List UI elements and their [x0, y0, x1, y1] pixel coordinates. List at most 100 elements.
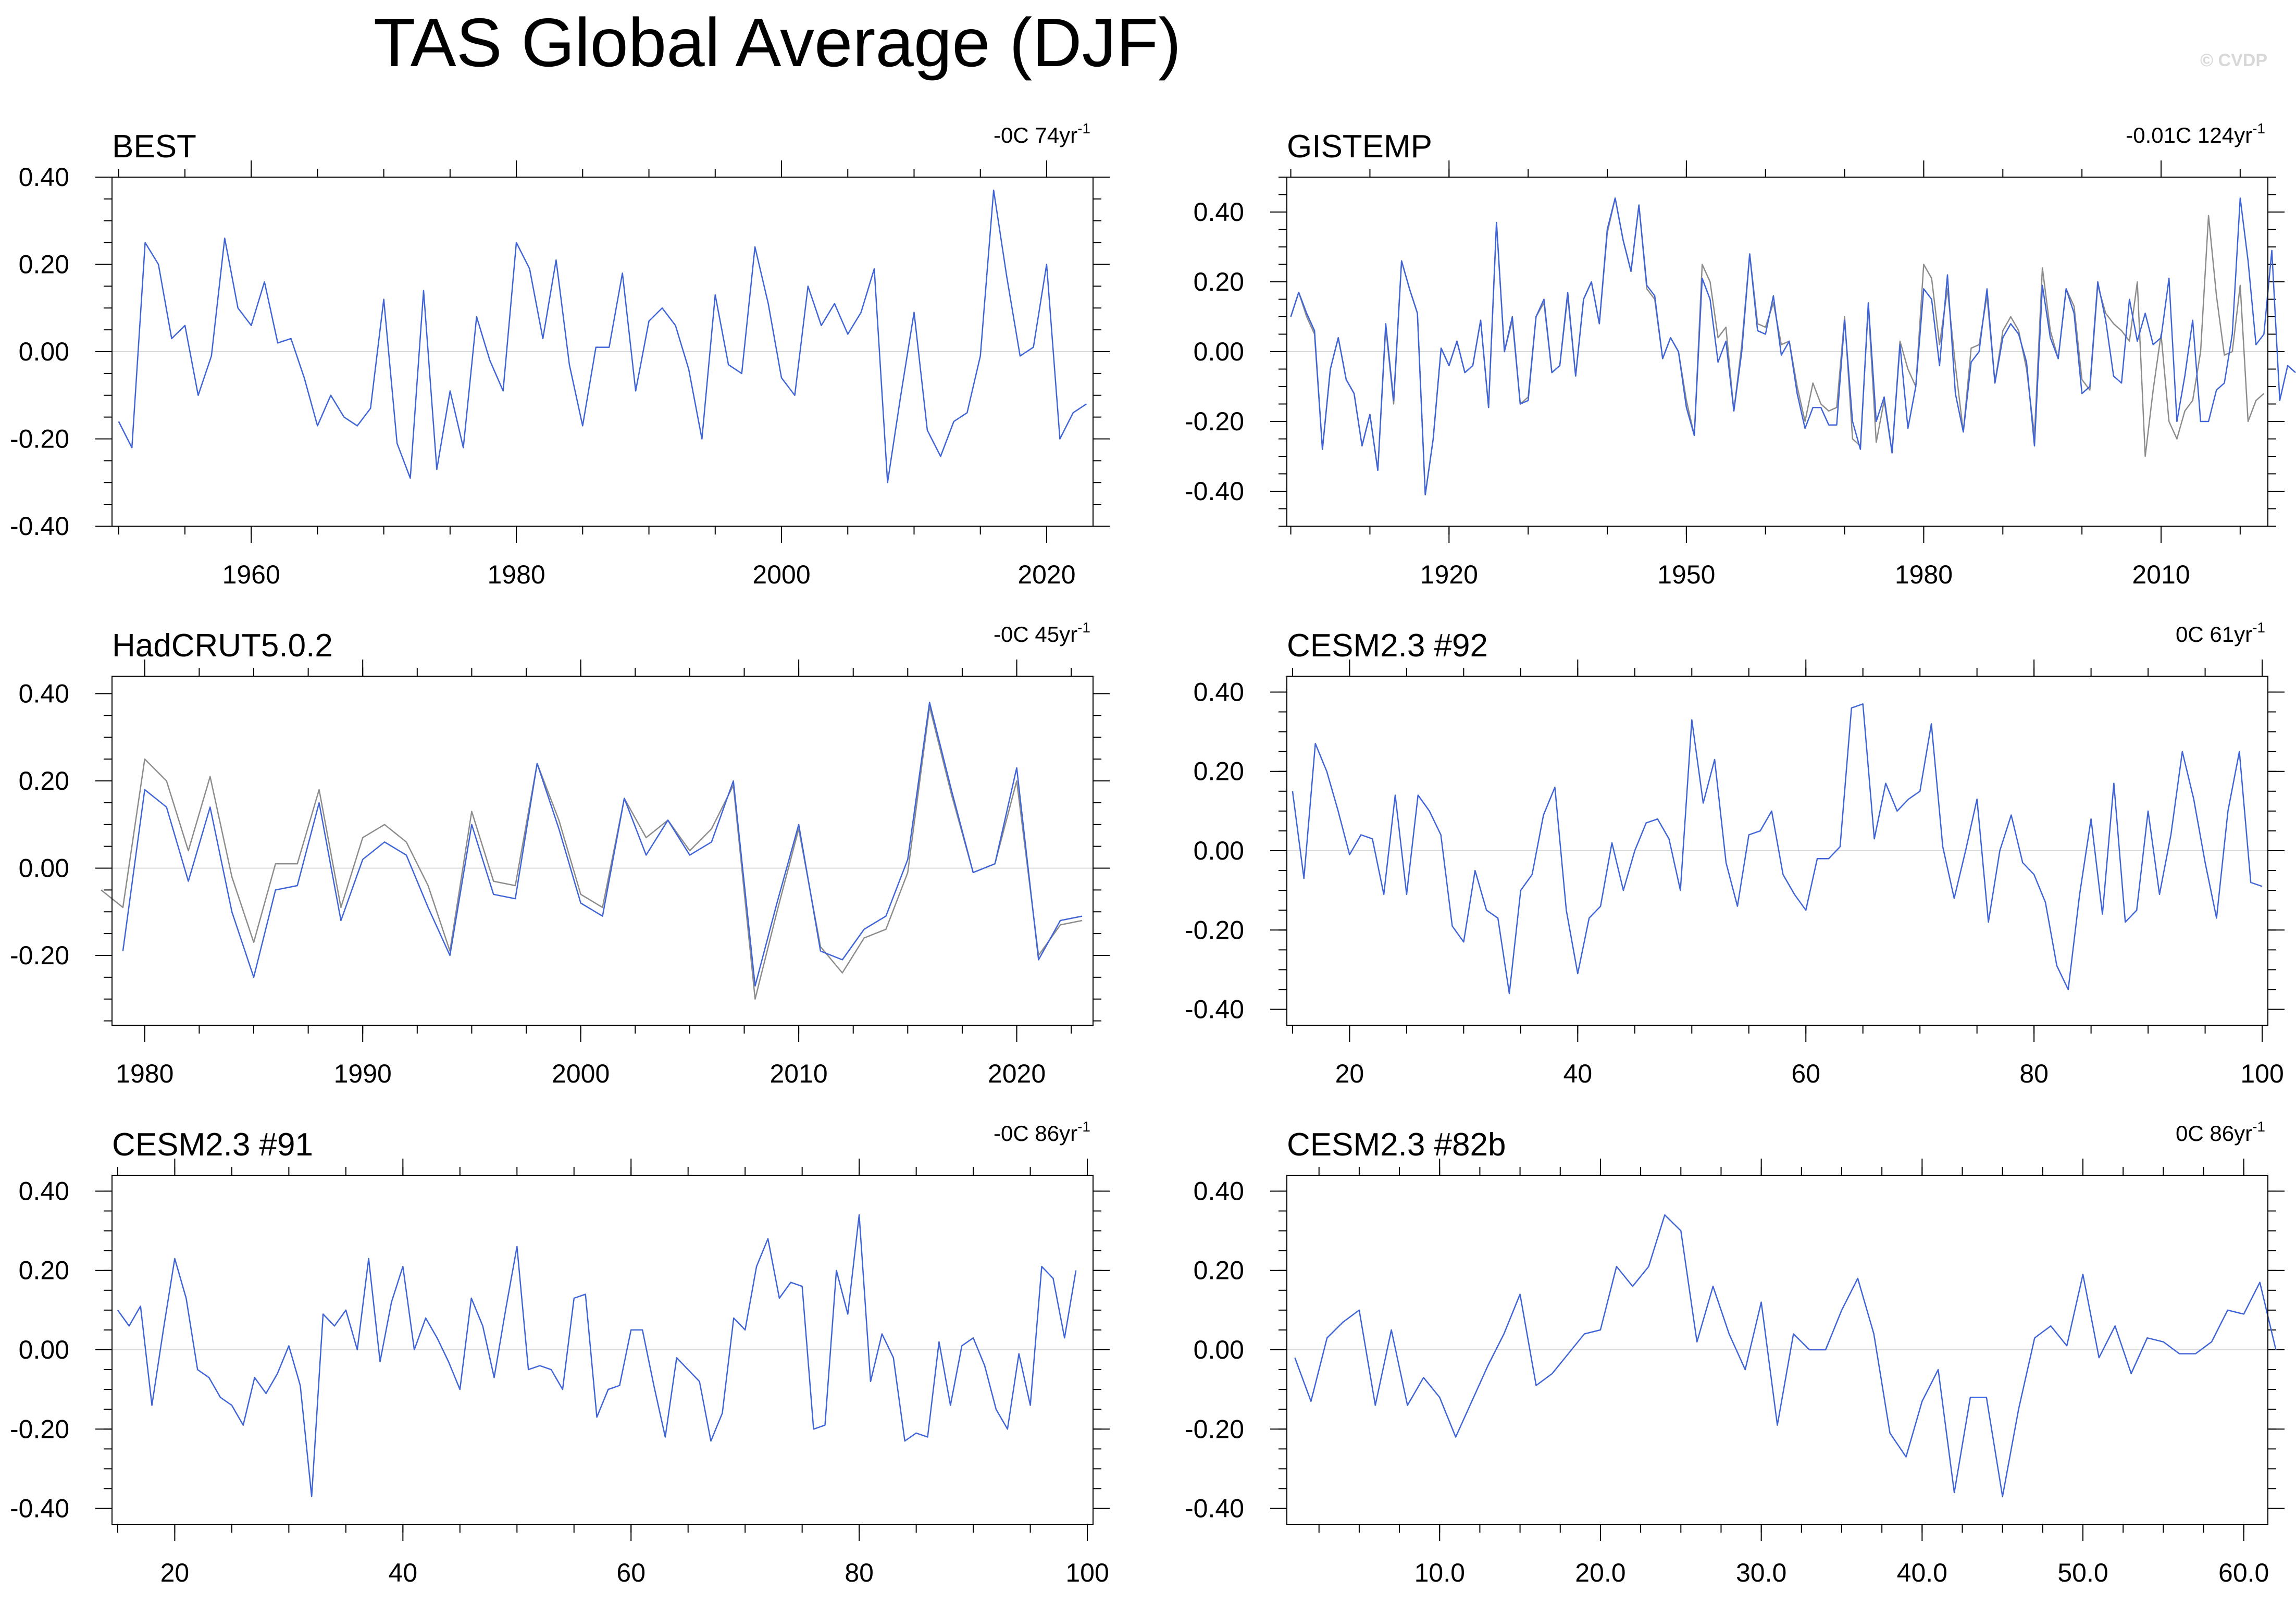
trend-value: 0C 61yr [2176, 622, 2252, 646]
x-tick-label: 50.0 [2057, 1558, 2108, 1587]
series-line [117, 1214, 1077, 1497]
x-tick-label: 30.0 [1736, 1558, 1786, 1587]
trend-value: 0C 86yr [2176, 1121, 2252, 1146]
chart-panel: HadCRUT5.0.2 -0C 45yr-1 0.40 0.20 0.00 -0.20 1… [10, 619, 1110, 1088]
trend-label: -0C 74yr-1 [994, 120, 1090, 147]
chart-panel: CESM2.3 #82b 0C 86yr-1 0.40 0.20 0.00 -0.20 -0… [1185, 1118, 2285, 1587]
trend-label: 0C 61yr-1 [2176, 619, 2265, 646]
y-tick-label: 0.00 [19, 854, 69, 883]
plot-frame [111, 676, 1094, 1026]
y-tick-label: 0.40 [19, 1176, 69, 1205]
trend-exponent: -1 [1077, 1118, 1090, 1135]
y-tick-label: 0.20 [1194, 757, 1244, 786]
series-line [1292, 703, 2263, 994]
x-tick-label: 1980 [487, 560, 545, 589]
y-tick-label: 0.00 [19, 337, 69, 366]
y-tick-label: -0.20 [1185, 407, 1244, 436]
watermark-text: © CVDP [2200, 51, 2267, 70]
trend-value: -0C 45yr [994, 622, 1077, 646]
chart-panel: GISTEMP -0.01C 124yr-1 0.40 0.20 0.00 -0.20 -0… [1185, 120, 2296, 589]
trend-label: 0C 86yr-1 [2176, 1118, 2265, 1146]
series-line [1290, 197, 2296, 495]
chart-panel: CESM2.3 #91 -0C 86yr-1 0.40 0.20 0.00 -0.20 -0… [10, 1118, 1110, 1587]
observation-series-line [101, 706, 1083, 1000]
x-tick-label: 2000 [552, 1059, 610, 1088]
y-tick-label: 0.00 [1194, 836, 1244, 865]
series-line [1294, 1214, 2277, 1497]
y-tick-label: -0.20 [10, 941, 69, 970]
y-tick-label: -0.20 [10, 1414, 69, 1444]
y-tick-label: -0.40 [10, 512, 69, 541]
y-tick-label: -0.20 [10, 425, 69, 454]
y-tick-label: 0.40 [19, 679, 69, 708]
y-tick-label: 0.20 [19, 766, 69, 795]
panel-title: HadCRUT5.0.2 [112, 628, 333, 664]
plot-frame [111, 1175, 1094, 1525]
y-tick-label: 0.20 [19, 250, 69, 279]
x-tick-label: 1920 [1420, 560, 1478, 589]
plot-frame [1286, 1175, 2268, 1525]
trend-value: -0C 86yr [994, 1121, 1077, 1146]
x-tick-label: 20 [160, 1558, 190, 1587]
x-tick-label: 40.0 [1897, 1558, 1947, 1587]
chart-panel: CESM2.3 #92 0C 61yr-1 0.40 0.20 0.00 -0.20 -0.… [1185, 619, 2285, 1088]
x-tick-label: 60 [1791, 1059, 1820, 1088]
y-tick-label: -0.40 [1185, 477, 1244, 506]
x-tick-label: 1990 [334, 1059, 392, 1088]
trend-exponent: -1 [2252, 619, 2265, 636]
x-tick-label: 100 [2240, 1059, 2283, 1088]
x-tick-label: 1960 [222, 560, 280, 589]
y-tick-label: 0.20 [19, 1256, 69, 1285]
trend-label: -0C 45yr-1 [994, 619, 1090, 646]
x-tick-label: 2020 [988, 1059, 1046, 1088]
x-tick-label: 2010 [2132, 560, 2190, 589]
figure-title: TAS Global Average (DJF) [374, 4, 1181, 81]
y-tick-label: -0.20 [1185, 1414, 1244, 1444]
y-tick-label: 0.20 [1194, 267, 1244, 296]
plot-frame [1286, 676, 2268, 1026]
x-tick-label: 80 [2019, 1059, 2049, 1088]
series-line [118, 189, 1087, 483]
x-tick-label: 2020 [1017, 560, 1075, 589]
chart-panel: BEST -0C 74yr-1 0.40 0.20 0.00 -0.20 -0.40 1960… [10, 120, 1110, 589]
x-tick-label: 60 [616, 1558, 646, 1587]
x-tick-label: 10.0 [1414, 1558, 1465, 1587]
y-tick-label: -0.40 [1185, 1494, 1244, 1523]
x-tick-label: 2010 [770, 1059, 827, 1088]
x-tick-label: 60.0 [2218, 1558, 2269, 1587]
panel-title: CESM2.3 #92 [1287, 628, 1488, 664]
trend-value: -0.01C 124yr [2126, 123, 2252, 147]
trend-exponent: -1 [1077, 120, 1090, 136]
x-tick-label: 1980 [116, 1059, 173, 1088]
plot-frame [1286, 177, 2268, 527]
trend-exponent: -1 [2252, 1118, 2265, 1135]
panel-title: BEST [112, 129, 196, 165]
y-tick-label: 0.40 [1194, 677, 1244, 706]
x-tick-label: 40 [389, 1558, 418, 1587]
series-line [122, 702, 1083, 987]
y-tick-label: 0.00 [19, 1335, 69, 1364]
trend-label: -0C 86yr-1 [994, 1118, 1090, 1146]
x-tick-label: 20.0 [1575, 1558, 1625, 1587]
y-tick-label: 0.20 [1194, 1256, 1244, 1285]
x-tick-label: 1950 [1657, 560, 1715, 589]
panel-title: CESM2.3 #91 [112, 1127, 313, 1163]
plot-frame [111, 177, 1094, 527]
x-tick-label: 1980 [1895, 560, 1953, 589]
trend-exponent: -1 [1077, 619, 1090, 636]
panel-title: GISTEMP [1287, 129, 1432, 165]
x-tick-label: 2000 [752, 560, 810, 589]
panel-title: CESM2.3 #82b [1287, 1127, 1506, 1163]
x-tick-label: 80 [845, 1558, 874, 1587]
y-tick-label: 0.00 [1194, 1335, 1244, 1364]
y-tick-label: 0.40 [1194, 1176, 1244, 1205]
y-tick-label: -0.40 [1185, 995, 1244, 1024]
y-tick-label: 0.40 [1194, 197, 1244, 227]
trend-value: -0C 74yr [994, 123, 1077, 147]
observation-series-line [1290, 197, 2265, 495]
panel-grid: BEST -0C 74yr-10.400.200.00-0.20-0.401960… [10, 120, 2296, 1587]
x-tick-label: 20 [1335, 1059, 1364, 1088]
x-tick-label: 100 [1065, 1558, 1109, 1587]
y-tick-label: -0.20 [1185, 915, 1244, 944]
